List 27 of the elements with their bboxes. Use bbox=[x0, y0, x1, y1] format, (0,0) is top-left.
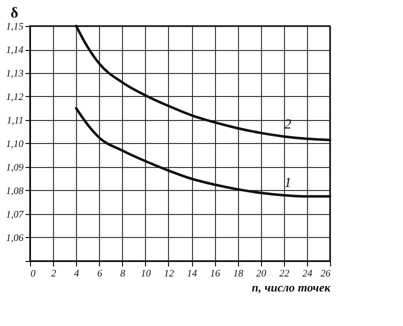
x-tick-label: 22 bbox=[279, 268, 290, 280]
series-label: 1 bbox=[284, 176, 292, 192]
x-tick-label: 8 bbox=[120, 268, 126, 280]
y-tick-label: 1,12 bbox=[6, 92, 24, 103]
y-tick-label: 1,08 bbox=[6, 186, 24, 197]
x-tick-label: 26 bbox=[320, 268, 330, 280]
x-tick-label: 0 bbox=[30, 268, 36, 280]
y-tick-label: 1,11 bbox=[6, 116, 24, 126]
x-tick-label: 14 bbox=[187, 268, 198, 280]
y-tick-label: 1,06 bbox=[6, 233, 24, 244]
x-tick-label: 18 bbox=[233, 268, 244, 280]
x-tick-label: 4 bbox=[74, 268, 80, 280]
x-tick-label: 16 bbox=[210, 268, 220, 280]
x-tick-label: 12 bbox=[164, 268, 174, 280]
x-tick-label: 2 bbox=[51, 268, 56, 280]
y-tick-label: 1,07 bbox=[6, 210, 24, 220]
y-tick-label: 1,15 bbox=[6, 22, 24, 32]
y-tick-label: 1,14 bbox=[6, 45, 24, 56]
y-tick-label: 1,13 bbox=[6, 68, 24, 80]
x-axis-title: n, число точек bbox=[252, 280, 332, 294]
x-tick-label: 24 bbox=[302, 268, 312, 280]
y-tick-label: 1,10 bbox=[6, 139, 24, 150]
y-tick-label: 1,09 bbox=[6, 162, 24, 174]
x-tick-label: 6 bbox=[97, 268, 102, 280]
x-tick-label: 20 bbox=[256, 268, 266, 280]
x-tick-label: 10 bbox=[140, 268, 151, 280]
y-axis-title: δ bbox=[10, 6, 18, 22]
